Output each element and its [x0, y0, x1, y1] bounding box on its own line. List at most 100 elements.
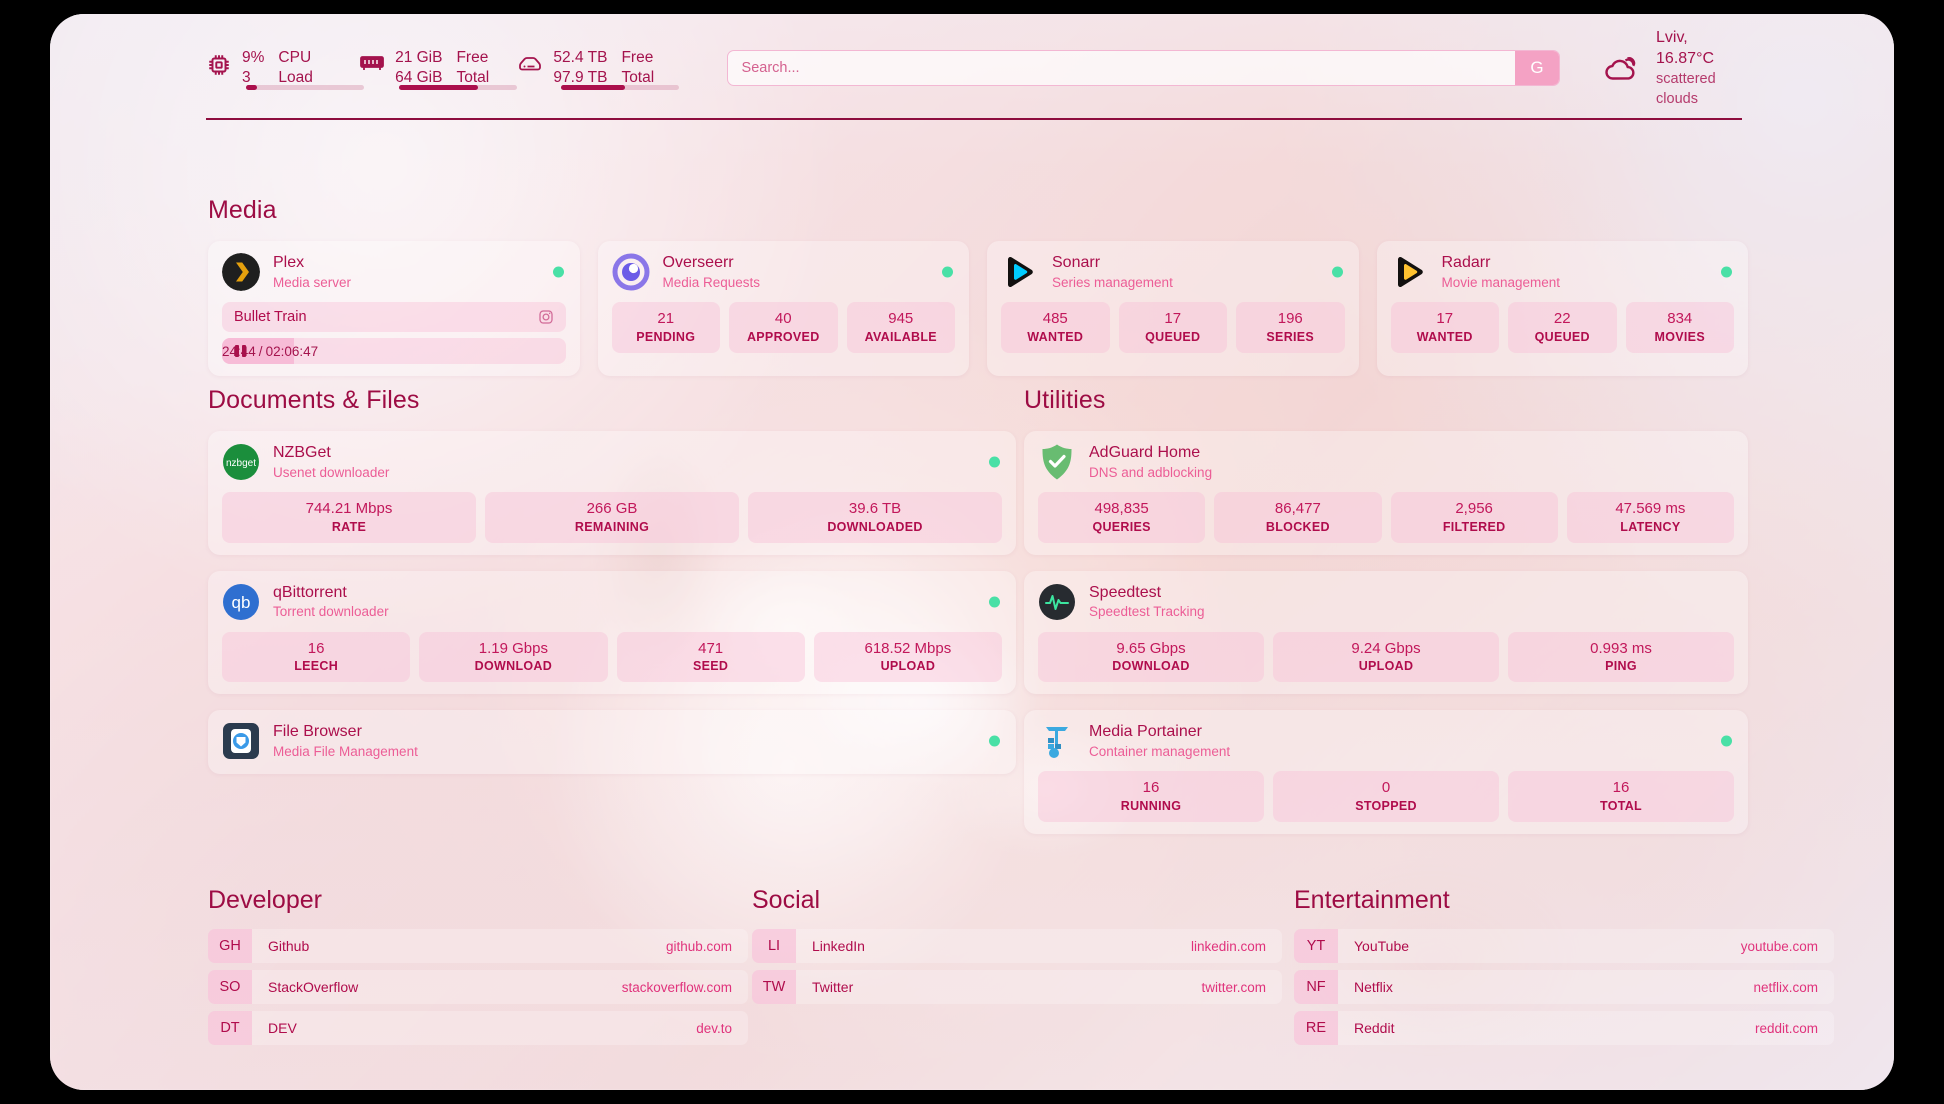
service-card-qbittorrent[interactable]: qb qBittorrent Torrent downloader 16 LEEC… [208, 570, 1016, 695]
stat-label: PING [1605, 659, 1637, 674]
service-card-nzbget[interactable]: nzbget NZBGet Usenet downloader 744.21 M… [208, 431, 1016, 555]
cpu-label-top: CPU [278, 49, 312, 67]
stat-download: 9.65 Gbps DOWNLOAD [1038, 631, 1264, 683]
service-card-speedtest[interactable]: Speedtest Speedtest Tracking 9.65 Gbps DO… [1024, 570, 1748, 695]
service-subtitle: Series management [1052, 274, 1173, 290]
filebrowser-icon [222, 722, 260, 760]
service-card-plex[interactable]: Plex Media server Bullet Train [208, 241, 580, 377]
service-card-filebrowser[interactable]: File Browser Media File Management [208, 710, 1016, 775]
dashboard-window: 9% 3 CPU Load 21 GiB 64 GiB Free Total [50, 14, 1894, 1090]
stat-label: WANTED [1416, 329, 1473, 344]
bookmark-item[interactable]: RE Reddit reddit.com [1294, 1011, 1834, 1045]
cpu-usage-bar [246, 84, 364, 90]
stat-label: QUEUED [1534, 329, 1590, 344]
now-playing-elapsed: 24:44 [222, 343, 256, 359]
service-subtitle: Movie management [1441, 274, 1561, 290]
bookmark-url: linkedin.com [1190, 938, 1266, 954]
service-subtitle: Container management [1089, 743, 1231, 759]
service-subtitle: DNS and adblocking [1089, 464, 1213, 480]
cpu-stat: 9% 3 CPU Load [206, 48, 364, 90]
service-card-radarr[interactable]: Radarr Movie management 17 WANTED 22 QUEUE… [1376, 241, 1748, 377]
service-card-portainer[interactable]: Media Portainer Container management 16 R… [1024, 710, 1748, 834]
bookmark-group-title: Entertainment [1294, 886, 1450, 914]
bookmark-group-title: Developer [208, 886, 322, 914]
bookmark-badge: GH [208, 929, 252, 963]
stat-label: APPROVED [746, 329, 820, 344]
stat-filtered: 2,956 FILTERED [1390, 492, 1558, 543]
stat-value: 22 [1553, 310, 1571, 328]
pause-icon[interactable] [234, 344, 247, 358]
stat-value: 39.6 TB [848, 500, 902, 518]
plex-icon [222, 253, 260, 292]
disk-icon [517, 52, 543, 74]
bookmark-group-social: Social LI LinkedIn linkedin.com TW Twitt… [752, 886, 1282, 1011]
stat-queued: 22 QUEUED [1508, 302, 1617, 353]
nzbget-icon: nzbget [222, 443, 260, 481]
cpu-label-bottom: Load [278, 69, 313, 86]
background-overlay [50, 14, 1894, 1090]
service-card-sonarr[interactable]: Sonarr Series management 485 WANTED 17 QUE… [987, 241, 1359, 377]
service-name: Speedtest [1089, 583, 1162, 601]
search-engine-button[interactable]: G [1515, 51, 1560, 85]
stat-value: 9.24 Gbps [1351, 639, 1421, 657]
bookmark-item[interactable]: DT DEV dev.to [208, 1011, 748, 1045]
stat-value: 485 [1042, 310, 1068, 328]
search-input[interactable] [727, 51, 1516, 85]
stat-label: STOPPED [1355, 798, 1417, 813]
service-subtitle: Torrent downloader [273, 604, 389, 620]
bookmark-group-developer: Developer GH Github github.com SO StackO… [208, 886, 748, 1052]
stat-approved: 40 APPROVED [729, 302, 838, 353]
bookmark-item[interactable]: TW Twitter twitter.com [752, 970, 1282, 1004]
bookmark-item[interactable]: GH Github github.com [208, 929, 748, 963]
service-card-overseerr[interactable]: Overseerr Media Requests 21 PENDING 40 APP… [597, 241, 969, 377]
now-playing-progress[interactable]: 24:44/02:06:47 [222, 338, 566, 365]
stat-remaining: 266 GB REMAINING [485, 492, 739, 543]
service-name: Sonarr [1052, 254, 1101, 271]
now-playing-duration: 02:06:47 [265, 343, 319, 359]
radarr-icon [1391, 253, 1429, 291]
bookmark-name: StackOverflow [268, 979, 359, 995]
stat-queued: 17 QUEUED [1118, 302, 1227, 353]
status-indicator-online [1331, 266, 1343, 278]
stat-movies: 834 MOVIES [1625, 302, 1734, 353]
utilities-section: Utilities AdGuard Home DNS and adblockin… [1024, 386, 1748, 834]
stat-value: 945 [888, 310, 914, 328]
service-subtitle: Speedtest Tracking [1089, 604, 1205, 620]
status-indicator-online [1721, 735, 1732, 747]
service-subtitle: Usenet downloader [273, 464, 390, 480]
stat-value: 196 [1277, 310, 1303, 328]
bookmark-badge: YT [1294, 929, 1338, 963]
stat-running: 16 RUNNING [1038, 771, 1264, 822]
bookmark-item[interactable]: NF Netflix netflix.com [1294, 970, 1834, 1004]
search-bar[interactable]: G [726, 50, 1561, 86]
stat-value: 1.19 Gbps [478, 639, 548, 657]
bookmark-item[interactable]: YT YouTube youtube.com [1294, 929, 1834, 963]
bookmark-url: github.com [665, 938, 732, 954]
svg-text:nzbget: nzbget [226, 458, 256, 469]
cpu-usage-value: 9% [242, 49, 265, 67]
camera-icon[interactable] [538, 309, 554, 325]
disk-usage-bar [561, 84, 680, 90]
stat-value: 0.993 ms [1590, 639, 1652, 657]
service-name: Radarr [1441, 254, 1491, 271]
stat-leech: 16 LEECH [222, 631, 411, 683]
service-card-adguard[interactable]: AdGuard Home DNS and adblocking 498,835 Q… [1024, 431, 1748, 555]
bookmark-badge: RE [1294, 1011, 1338, 1045]
stat-label: UPLOAD [880, 659, 936, 674]
bookmark-item[interactable]: LI LinkedIn linkedin.com [752, 929, 1282, 963]
ram-label-top: Free [456, 49, 489, 67]
stat-blocked: 86,477 BLOCKED [1214, 492, 1382, 543]
weather-location-temp: Lviv, 16.87°C [1656, 28, 1715, 68]
bookmark-url: netflix.com [1753, 979, 1818, 995]
stat-label: UPLOAD [1358, 659, 1414, 674]
status-indicator-online [989, 735, 1000, 747]
stat-label: LEECH [294, 659, 339, 674]
bookmark-url: youtube.com [1740, 938, 1818, 954]
ram-free-value: 21 GiB [395, 49, 443, 67]
service-stats: 21 PENDING 40 APPROVED 945 AVAILABLE [611, 302, 955, 353]
bookmark-item[interactable]: SO StackOverflow stackoverflow.com [208, 970, 748, 1004]
sonarr-icon [1001, 253, 1039, 291]
stat-label: DOWNLOAD [1112, 659, 1190, 674]
status-indicator-online [989, 596, 1000, 608]
stat-label: TOTAL [1599, 798, 1642, 813]
